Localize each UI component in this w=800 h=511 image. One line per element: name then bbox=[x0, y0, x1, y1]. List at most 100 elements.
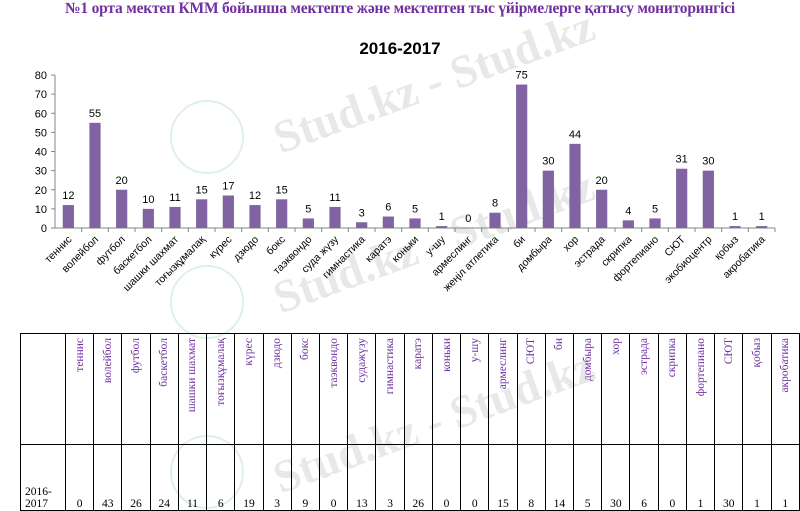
table-cell: 0 bbox=[431, 444, 462, 511]
x-tick-label: күрес bbox=[207, 234, 234, 261]
table-header-label: хор bbox=[609, 338, 622, 355]
bar bbox=[649, 218, 661, 228]
y-tick-label: 30 bbox=[35, 166, 47, 178]
data-label: 1 bbox=[732, 211, 738, 223]
table-cell: 43 bbox=[93, 444, 123, 511]
y-tick-label: 70 bbox=[35, 89, 47, 101]
bar bbox=[89, 122, 101, 228]
bar bbox=[276, 199, 288, 228]
data-label: 30 bbox=[542, 156, 554, 168]
bar bbox=[356, 222, 368, 228]
table-cell: 26 bbox=[403, 444, 433, 511]
table-year-cell: 2016-2017 bbox=[20, 444, 66, 511]
table-header-label: акробатика bbox=[779, 338, 792, 393]
table-cell: 24 bbox=[149, 444, 179, 511]
table-cell: 9 bbox=[290, 444, 321, 511]
y-tick-label: 50 bbox=[35, 127, 47, 139]
x-tick-label: каратэ bbox=[363, 234, 394, 265]
bar bbox=[569, 143, 581, 228]
table-cell: 30 bbox=[601, 444, 631, 511]
table-cell: 13 bbox=[347, 444, 377, 511]
bar bbox=[489, 212, 501, 228]
table-header-cell: тоғызқұмалақ bbox=[206, 333, 236, 445]
table-header-label: бокс bbox=[299, 338, 312, 361]
y-tick-label: 40 bbox=[35, 147, 47, 159]
data-label: 11 bbox=[169, 192, 180, 204]
table-header-cell: коньки bbox=[431, 333, 462, 445]
table-cell: 0 bbox=[657, 444, 687, 511]
table-cell: 19 bbox=[234, 444, 264, 511]
table-header-label: волейбол bbox=[101, 338, 114, 384]
y-tick-label: 10 bbox=[35, 204, 47, 216]
table-cell: 3 bbox=[375, 444, 405, 511]
x-tick-label: коньки bbox=[390, 234, 421, 265]
table-header-label: күрес bbox=[242, 338, 255, 366]
bar bbox=[756, 226, 768, 228]
data-label: 30 bbox=[702, 156, 714, 168]
table-cell: 26 bbox=[121, 444, 151, 511]
table-header-label: қобыз bbox=[750, 338, 763, 368]
table-header-label: футбол bbox=[130, 338, 143, 374]
y-tick-label: 20 bbox=[35, 185, 47, 197]
table-header-cell: теннис bbox=[64, 333, 95, 445]
y-tick-label: 80 bbox=[35, 70, 47, 82]
table-cell: 8 bbox=[516, 444, 546, 511]
y-tick-label: 0 bbox=[41, 223, 47, 235]
bar bbox=[702, 170, 714, 228]
chart-axes: 01020304050607080теннисволейболфутболбас… bbox=[35, 70, 776, 294]
table-header-cell: таэквондо bbox=[318, 333, 349, 445]
data-label: 17 bbox=[222, 180, 234, 192]
data-label: 11 bbox=[329, 192, 340, 204]
table-cell: 0 bbox=[318, 444, 349, 511]
table-header-cell: СЮТ bbox=[516, 333, 546, 445]
table-header-cell: каратэ bbox=[403, 333, 433, 445]
table-header-label: СЮТ bbox=[722, 338, 735, 365]
bar bbox=[302, 218, 314, 228]
table-header-cell: гимнастика bbox=[375, 333, 405, 445]
data-label: 20 bbox=[116, 175, 128, 187]
bar bbox=[729, 226, 741, 228]
data-label: 20 bbox=[596, 175, 608, 187]
table-header-cell: СЮТ bbox=[714, 333, 744, 445]
bar bbox=[329, 206, 341, 228]
bar bbox=[249, 205, 261, 228]
data-label: 5 bbox=[412, 203, 418, 215]
x-tick-label: бокс bbox=[264, 234, 288, 258]
table-header-cell: волейбол bbox=[93, 333, 123, 445]
bar bbox=[169, 206, 181, 228]
data-label: 10 bbox=[142, 194, 154, 206]
table-row: 2016-2017 0 43 26 24 11 6 19 3 9 0 13 3 26 0 0 15 8 14 5 30 6… bbox=[20, 444, 800, 511]
table-header-label: каратэ bbox=[412, 338, 425, 370]
table-cell: 30 bbox=[714, 444, 744, 511]
data-label: 15 bbox=[196, 184, 208, 196]
table-cell: 0 bbox=[460, 444, 490, 511]
bar bbox=[676, 168, 688, 228]
chart-title: 2016-2017 bbox=[359, 39, 440, 58]
table-cell: 3 bbox=[262, 444, 292, 511]
data-label: 12 bbox=[249, 190, 261, 202]
table-header-label: би bbox=[553, 338, 566, 351]
table-cell: 1 bbox=[685, 444, 716, 511]
table-header-label: баскетбол bbox=[158, 338, 171, 387]
table-cell: 6 bbox=[629, 444, 659, 511]
y-tick-label: 60 bbox=[35, 108, 47, 120]
table-header-cell: у-шу bbox=[460, 333, 490, 445]
table-header-cell: баскетбол bbox=[149, 333, 179, 445]
bar bbox=[436, 226, 448, 228]
table-header-label: домбыра bbox=[581, 338, 594, 382]
table-header-cell: хор bbox=[601, 333, 631, 445]
data-label: 44 bbox=[569, 129, 581, 141]
table-cell: 14 bbox=[544, 444, 575, 511]
table-header-cell: фортепиано bbox=[685, 333, 716, 445]
data-label: 8 bbox=[492, 198, 498, 210]
table-header-label: коньки bbox=[440, 338, 453, 372]
table-header-label: скрипка bbox=[666, 338, 679, 378]
table-header-label: теннис bbox=[73, 338, 86, 372]
table-header-cell: футбол bbox=[121, 333, 151, 445]
x-tick-label: дзюдо bbox=[231, 234, 261, 264]
table-header-cell: күрес bbox=[234, 333, 264, 445]
data-label: 75 bbox=[516, 70, 528, 82]
data-label: 3 bbox=[359, 207, 365, 219]
data-label: 1 bbox=[759, 211, 765, 223]
table-header-label: армеслинг bbox=[496, 338, 509, 390]
